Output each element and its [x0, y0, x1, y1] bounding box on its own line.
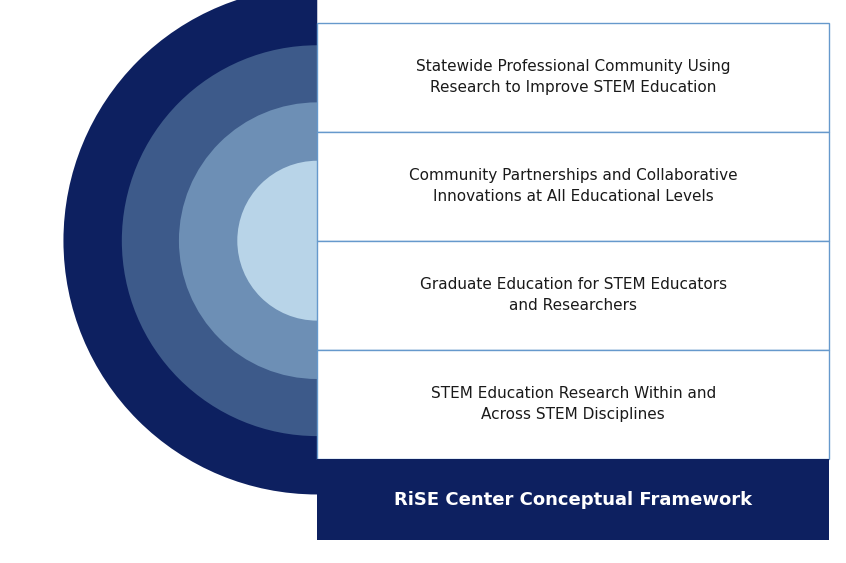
Bar [317, 241, 829, 350]
Wedge shape [63, 0, 317, 494]
Wedge shape [179, 102, 317, 379]
Text: RiSE Center Conceptual Framework: RiSE Center Conceptual Framework [394, 491, 752, 508]
Text: Community Partnerships and Collaborative
Innovations at All Educational Levels: Community Partnerships and Collaborative… [409, 168, 738, 204]
Text: Statewide Professional Community Using
Research to Improve STEM Education: Statewide Professional Community Using R… [416, 59, 730, 95]
Bar [317, 23, 829, 132]
Wedge shape [237, 160, 317, 321]
Bar [317, 132, 829, 241]
Text: Graduate Education for STEM Educators
and Researchers: Graduate Education for STEM Educators an… [420, 277, 727, 313]
Bar [317, 350, 829, 459]
Bar [317, 459, 829, 540]
Wedge shape [122, 45, 317, 436]
Text: STEM Education Research Within and
Across STEM Disciplines: STEM Education Research Within and Acros… [431, 386, 716, 422]
